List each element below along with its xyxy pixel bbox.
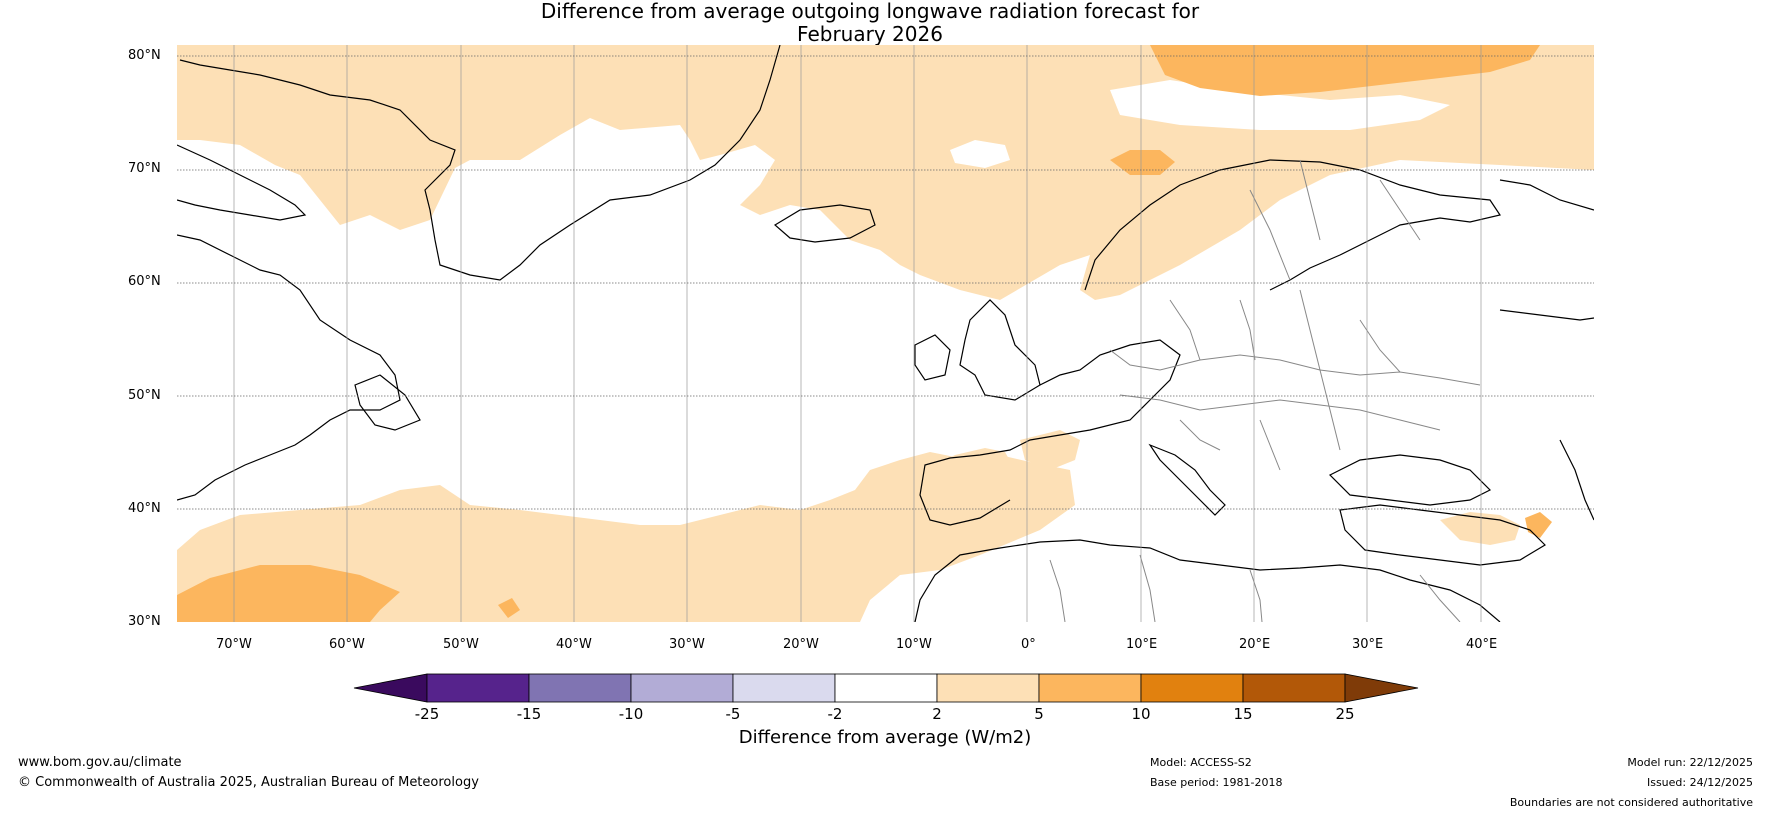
latitude-lines <box>177 55 1594 510</box>
footer-model-run: Model run: 22/12/2025 <box>1627 756 1753 769</box>
coast-turkey <box>1339 504 1546 566</box>
country-borders <box>1049 159 1481 622</box>
neutral-gap-north-sea <box>950 140 1010 168</box>
anomaly-region-svalbard <box>1150 45 1540 96</box>
lat-label-40n: 40°N <box>128 501 161 516</box>
anomaly-region-atlantic-south <box>177 565 400 622</box>
lon-label-70w: 70°W <box>216 637 252 652</box>
colorbar-tick-label: -15 <box>516 705 542 723</box>
lat-label-60n: 60°N <box>128 274 161 289</box>
colorbar-title: Difference from average (W/m2) <box>738 727 1032 748</box>
colorbar-segment <box>1140 673 1244 703</box>
lon-label-60w: 60°W <box>329 637 365 652</box>
coast-baffin <box>177 144 307 221</box>
coast-arctic-russia <box>1499 179 1594 321</box>
colorbar-tick-label: 10 <box>1131 705 1151 723</box>
lat-label-70n: 70°N <box>128 161 161 176</box>
lon-label-10w: 10°W <box>896 637 932 652</box>
coast-scandinavia <box>1084 159 1501 291</box>
colorbar-tick-label: 15 <box>1233 705 1253 723</box>
colorbar-tick-label: -10 <box>618 705 644 723</box>
lon-label-0: 0° <box>1021 637 1036 652</box>
footer-disclaimer: Boundaries are not considered authoritat… <box>1509 796 1753 809</box>
anomaly-region-mediterranean <box>1020 430 1080 470</box>
colorbar-tick-label: 2 <box>932 705 942 723</box>
lon-label-20e: 20°E <box>1239 637 1271 652</box>
lon-label-10e: 10°E <box>1126 637 1158 652</box>
map-field <box>177 45 1594 622</box>
coast-north-africa <box>914 539 1501 622</box>
colorbar-tick-label: -5 <box>725 705 741 723</box>
coast-greenland <box>179 45 781 281</box>
coast-western-europe <box>919 339 1181 526</box>
gridlines <box>233 45 1482 622</box>
colorbar-extend-low <box>353 673 428 703</box>
title-line-2: February 2026 <box>797 22 943 46</box>
colorbar-segment <box>936 673 1040 703</box>
anomaly-region-norwegian-sea <box>1110 150 1175 175</box>
anomaly-region-iberia <box>925 448 1015 522</box>
footer-base-period: Base period: 1981-2018 <box>1150 776 1283 789</box>
footer-copyright: © Commonwealth of Australia 2025, Austra… <box>18 775 479 790</box>
lon-label-50w: 50°W <box>443 637 479 652</box>
lon-label-40e: 40°E <box>1466 637 1498 652</box>
footer-model: Model: ACCESS-S2 <box>1150 756 1252 769</box>
footer-website: www.bom.gov.au/climate <box>18 755 182 770</box>
colorbar <box>353 673 1419 703</box>
colorbar-segment <box>834 673 938 703</box>
colorbar-segment <box>732 673 836 703</box>
colorbar-tick-label: 5 <box>1034 705 1044 723</box>
map-title: Difference from average outgoing longwav… <box>0 0 1770 46</box>
lon-label-20w: 20°W <box>783 637 819 652</box>
coast-newfoundland <box>354 374 421 431</box>
colorbar-segment <box>1038 673 1142 703</box>
title-line-1: Difference from average outgoing longwav… <box>540 0 1200 23</box>
lon-label-30e: 30°E <box>1352 637 1384 652</box>
lon-label-30w: 30°W <box>669 637 705 652</box>
coast-british-isles <box>914 299 1041 401</box>
coast-italy <box>1148 443 1226 516</box>
colorbar-segment <box>426 673 530 703</box>
anomaly-region-subtropics <box>177 452 1075 622</box>
coast-labrador <box>177 234 401 501</box>
neutral-gap-arctic <box>1110 80 1450 130</box>
coast-black-sea <box>1328 454 1492 506</box>
footer-issued: Issued: 24/12/2025 <box>1646 776 1753 789</box>
colorbar-segment <box>630 673 734 703</box>
colorbar-segment <box>1242 673 1346 703</box>
colorbar-tick-label: -2 <box>827 705 843 723</box>
coastlines <box>177 45 1594 622</box>
lat-label-30n: 30°N <box>128 614 161 629</box>
colorbar-tick-label: 25 <box>1335 705 1355 723</box>
lat-label-50n: 50°N <box>128 388 161 403</box>
lon-label-40w: 40°W <box>556 637 592 652</box>
lat-label-80n: 80°N <box>128 48 161 63</box>
anomaly-region-azores <box>498 598 520 618</box>
coast-caspian-area <box>1559 439 1594 521</box>
colorbar-extend-high <box>1344 673 1419 703</box>
border-lines-europe <box>1049 159 1481 622</box>
colorbar-tick-label: -25 <box>414 705 440 723</box>
colorbar-segment <box>528 673 632 703</box>
coast-iceland <box>773 204 876 243</box>
